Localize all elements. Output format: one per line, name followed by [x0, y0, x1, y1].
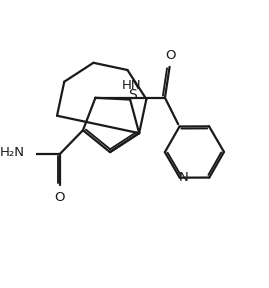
Text: HN: HN [122, 79, 141, 92]
Text: O: O [165, 49, 176, 62]
Text: S: S [128, 88, 137, 102]
Text: N: N [178, 171, 188, 184]
Text: H₂N: H₂N [0, 146, 24, 159]
Text: O: O [55, 191, 65, 204]
